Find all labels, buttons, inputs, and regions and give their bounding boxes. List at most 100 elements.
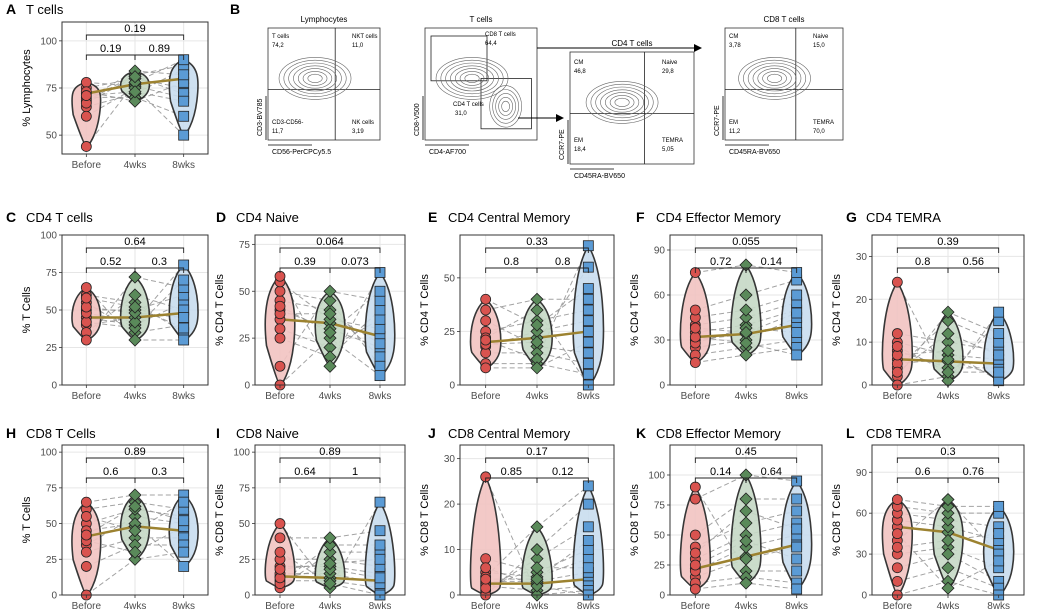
y-tick-label: 10 — [856, 338, 868, 349]
point-before — [891, 541, 903, 553]
panel-letter: E — [428, 209, 437, 225]
y-tick-label: 90 — [856, 468, 868, 479]
y-tick-label: 30 — [654, 336, 666, 347]
pvalue-bracket — [134, 477, 185, 483]
point-before — [80, 90, 92, 101]
contour — [747, 62, 802, 95]
y-axis-label: % T Cells — [21, 496, 33, 543]
panel-title: CD4 Naive — [236, 210, 299, 225]
point-8wks — [178, 69, 190, 81]
point-4wks — [941, 327, 955, 341]
point-8wks — [178, 515, 190, 527]
flow-title: T cells — [470, 15, 493, 24]
x-tick-label: 8wks — [785, 391, 808, 402]
panel-k: K CD8 Effector Memory 0 25 50 75 100 0.14 0.64 0.… — [629, 425, 823, 612]
panel-title: CD8 Effector Memory — [656, 426, 781, 441]
y-tick-label: 25 — [239, 334, 251, 345]
point-before — [274, 563, 286, 575]
y-tick-label: 0 — [51, 591, 57, 602]
panel-letter: D — [216, 209, 226, 225]
point-4wks — [128, 499, 142, 513]
flow-x-axis-label: CD45RA-BV650 — [574, 173, 625, 180]
point-4wks — [941, 344, 955, 358]
pair-line — [279, 309, 381, 358]
point-8wks — [374, 360, 386, 372]
pvalue-bracket — [279, 457, 381, 463]
point-4wks — [739, 504, 753, 518]
pair-line — [86, 544, 184, 567]
y-tick-label: 100 — [40, 448, 57, 459]
point-4wks — [530, 520, 544, 534]
point-8wks — [582, 562, 594, 574]
y-tick-label: 0 — [449, 381, 455, 392]
point-4wks — [941, 506, 955, 520]
point-8wks — [993, 349, 1005, 361]
flow-gate-label: 29,8 — [662, 69, 674, 75]
pvalue-label: 0.14 — [761, 256, 782, 268]
point-before — [891, 328, 903, 339]
point-8wks — [582, 553, 594, 565]
point-4wks — [323, 284, 337, 298]
point-8wks — [374, 313, 386, 325]
pvalue-label: 0.055 — [732, 236, 760, 248]
pair-line — [85, 287, 184, 341]
contour — [450, 65, 494, 92]
flow-gate-label: 11,0 — [352, 43, 364, 49]
flow-x-axis-label: CD4-AF700 — [429, 149, 466, 156]
point-before — [891, 562, 903, 574]
point-4wks — [530, 361, 544, 375]
x-tick-label: 8wks — [172, 601, 195, 612]
pvalue-label: 0.39 — [937, 236, 958, 248]
y-tick-label: 20 — [856, 295, 868, 306]
point-before — [274, 518, 286, 529]
pair-line — [485, 567, 589, 596]
y-tick-label: 25 — [46, 555, 58, 566]
contour — [762, 71, 787, 86]
contour — [738, 57, 811, 100]
x-tick-label: 4wks — [526, 391, 549, 402]
point-before — [80, 292, 92, 304]
pvalue-label: 0.64 — [124, 236, 145, 248]
point-4wks — [530, 335, 544, 349]
point-4wks — [941, 492, 955, 507]
pvalue-label: 0.3 — [940, 446, 955, 458]
point-8wks — [178, 322, 190, 334]
point-4wks — [739, 348, 753, 362]
point-4wks — [323, 577, 337, 591]
point-8wks — [374, 338, 386, 350]
pvalue-bracket — [947, 477, 1000, 483]
pvalue-bracket — [947, 267, 1000, 273]
point-4wks — [739, 325, 753, 340]
x-tick-label: Before — [681, 391, 711, 402]
pvalue-label: 0.3 — [152, 256, 167, 268]
contour — [283, 59, 347, 97]
point-8wks — [582, 347, 594, 359]
flow-gate-label: CD4 T cells — [453, 102, 484, 108]
point-before — [689, 481, 701, 493]
panel-title: CD4 Effector Memory — [656, 210, 781, 225]
point-before — [689, 547, 701, 559]
point-before — [80, 561, 92, 572]
y-tick-label: 25 — [444, 327, 456, 338]
arrow-head — [694, 44, 702, 52]
point-4wks — [739, 336, 753, 350]
y-tick-label: 25 — [239, 555, 251, 566]
x-tick-label: 4wks — [937, 601, 960, 612]
panel-letter: H — [6, 425, 16, 441]
point-before — [480, 562, 492, 574]
contour — [609, 95, 635, 110]
contour — [464, 73, 480, 83]
pvalue-bracket — [745, 267, 798, 273]
point-before — [80, 76, 92, 88]
panel-title: CD8 Central Memory — [448, 426, 571, 441]
panel-i: I CD8 Naive 0 25 50 75 100 0.64 1 0.89 Before 4wks 8… — [214, 425, 406, 612]
point-8wks — [582, 336, 594, 348]
point-4wks — [941, 365, 955, 379]
point-8wks — [582, 293, 594, 305]
y-tick-label: 60 — [856, 509, 868, 520]
y-tick-label: 90 — [654, 246, 666, 257]
contour — [297, 68, 333, 89]
contour — [288, 62, 342, 95]
point-before — [689, 559, 701, 571]
flow-gate-label: 74,2 — [272, 43, 284, 49]
